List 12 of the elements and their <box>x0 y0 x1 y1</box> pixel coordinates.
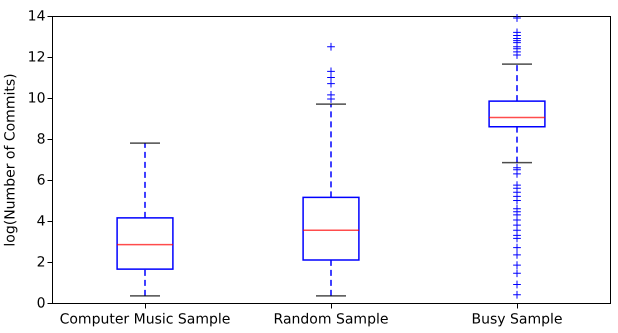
y-tick-label: 12 <box>28 50 46 66</box>
y-tick-label: 10 <box>28 90 46 106</box>
x-tick-label: Busy Sample <box>472 312 562 328</box>
y-tick-label: 4 <box>36 214 46 230</box>
y-tick-label: 2 <box>36 254 46 270</box>
y-tick-label: 6 <box>36 172 46 188</box>
y-tick-label: 14 <box>28 8 46 24</box>
y-tick-label: 8 <box>36 132 46 148</box>
x-tick-label: Random Sample <box>274 312 388 328</box>
y-tick-label: 0 <box>36 296 46 312</box>
x-tick-label: Computer Music Sample <box>60 312 230 328</box>
y-axis-title: log(Number of Commits) <box>2 73 19 247</box>
